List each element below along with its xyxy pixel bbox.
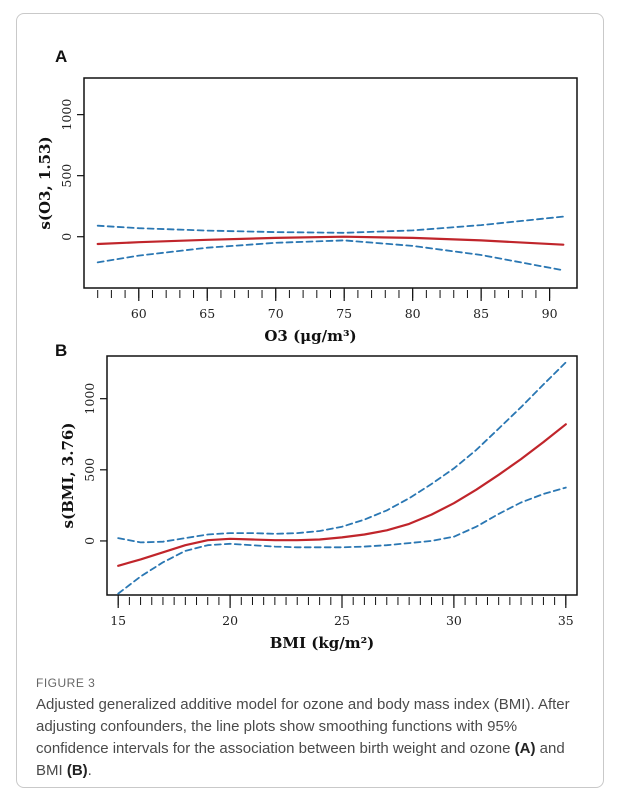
panel-b-y-axis-label: s(BMI, 3.76) [59, 423, 77, 529]
panel-b-y-tick-label: 500 [82, 458, 97, 482]
panel-a-x-tick-label: 90 [542, 306, 558, 321]
panel-a-upper-line [96, 215, 565, 234]
panel-a-plot-border [83, 77, 578, 289]
panel-a-x-axis-label: O3 (μg/m³) [264, 327, 356, 345]
panel-b-plot-border [106, 355, 578, 596]
panel-a-y-tick-label: 0 [59, 233, 74, 241]
figure-charts: A 60 65 70 75 80 85 90 0 500 1000 O3 (μg/m³) s(O3, 1… [36, 47, 578, 652]
figure-frame [16, 13, 604, 788]
caption-part-2: and BMI [36, 740, 565, 779]
panel-b-x-tick-label: 20 [222, 613, 238, 628]
panel-a-y-axis-label: s(O3, 1.53) [36, 136, 54, 229]
figure-caption: Adjusted generalized additive model for … [36, 694, 586, 782]
panel-a-x-tick-label: 65 [199, 306, 215, 321]
panel-a-x-tick-label: 70 [268, 306, 284, 321]
panel-a-estimate-line [96, 235, 565, 246]
panel-b-estimate-line [117, 423, 567, 567]
caption-ref-a: (A) [514, 740, 536, 757]
panel-b-x-tick-label: 35 [558, 613, 574, 628]
panel-b-letter: B [55, 341, 67, 360]
panel-a-x-tick-label: 75 [336, 306, 352, 321]
caption-ref-b: (B) [66, 762, 88, 779]
caption-part-3: . [87, 762, 92, 779]
panel-b-x-axis-label: BMI (kg/m²) [270, 634, 375, 652]
panel-a-x-tick-label: 80 [405, 306, 421, 321]
panel-b-y-tick-label: 1000 [82, 383, 97, 415]
panel-a-x-tick-label: 60 [131, 306, 147, 321]
panel-a-y-tick-label: 1000 [59, 99, 74, 131]
panel-a-x-tick-label: 85 [473, 306, 489, 321]
panel-b-x-tick-label: 30 [446, 613, 462, 628]
panel-b-upper-line [117, 361, 567, 544]
panel-b-lower-line [117, 486, 567, 595]
caption-part-1: Adjusted generalized additive model for … [36, 696, 570, 757]
panel-a-lower-line [96, 239, 565, 272]
panel-a-y-tick-label: 500 [59, 164, 74, 188]
figure-label: FIGURE 3 [36, 676, 96, 690]
panel-b-x-tick-label: 15 [110, 613, 126, 628]
panel-a-letter: A [55, 47, 67, 66]
panel-b-y-tick-label: 0 [82, 537, 97, 545]
panel-b-x-tick-label: 25 [334, 613, 350, 628]
